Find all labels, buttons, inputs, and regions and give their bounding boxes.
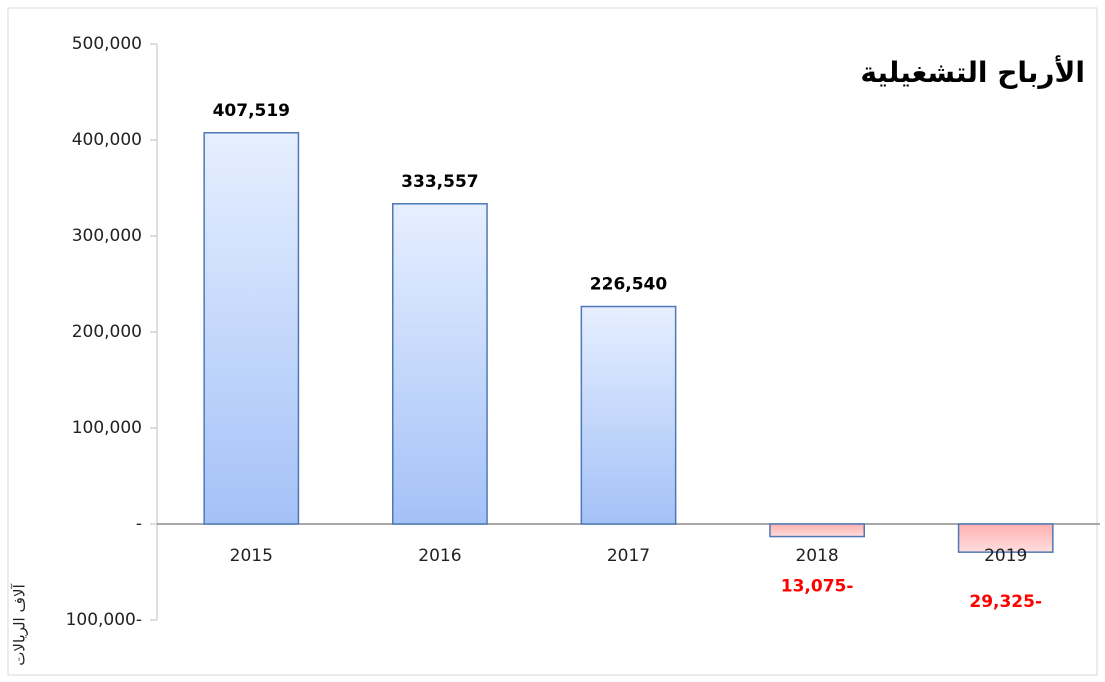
- bar: [769, 523, 866, 538]
- value-label: 13,075-: [781, 577, 854, 597]
- y-tick-label: 400,000: [72, 130, 142, 150]
- y-tick-label: 500,000: [72, 34, 142, 54]
- x-tick-label: 2017: [607, 546, 650, 566]
- x-tick-label: 2016: [418, 546, 461, 566]
- value-label: 333,557: [401, 172, 478, 192]
- bar: [957, 523, 1054, 553]
- y-tick-label: -: [136, 514, 142, 534]
- bar: [580, 305, 677, 525]
- y-tick-label: 100,000-: [66, 610, 142, 630]
- value-label: 226,540: [590, 275, 668, 295]
- y-axis-label: آلاف الريالات: [11, 583, 29, 665]
- chart-border: [7, 7, 1098, 676]
- bar: [203, 132, 300, 525]
- y-tick-label: 300,000: [72, 226, 142, 246]
- x-tick-label: 2015: [230, 546, 273, 566]
- y-tick-label: 100,000: [72, 418, 142, 438]
- bar: [392, 203, 488, 525]
- value-label: 29,325-: [969, 592, 1042, 612]
- x-tick-label: 2019: [984, 546, 1027, 566]
- x-tick-label: 2018: [795, 546, 838, 566]
- value-label: 407,519: [213, 101, 290, 121]
- y-tick-label: 200,000: [72, 322, 142, 342]
- chart-title: الأرباح التشغيلية: [860, 55, 1085, 89]
